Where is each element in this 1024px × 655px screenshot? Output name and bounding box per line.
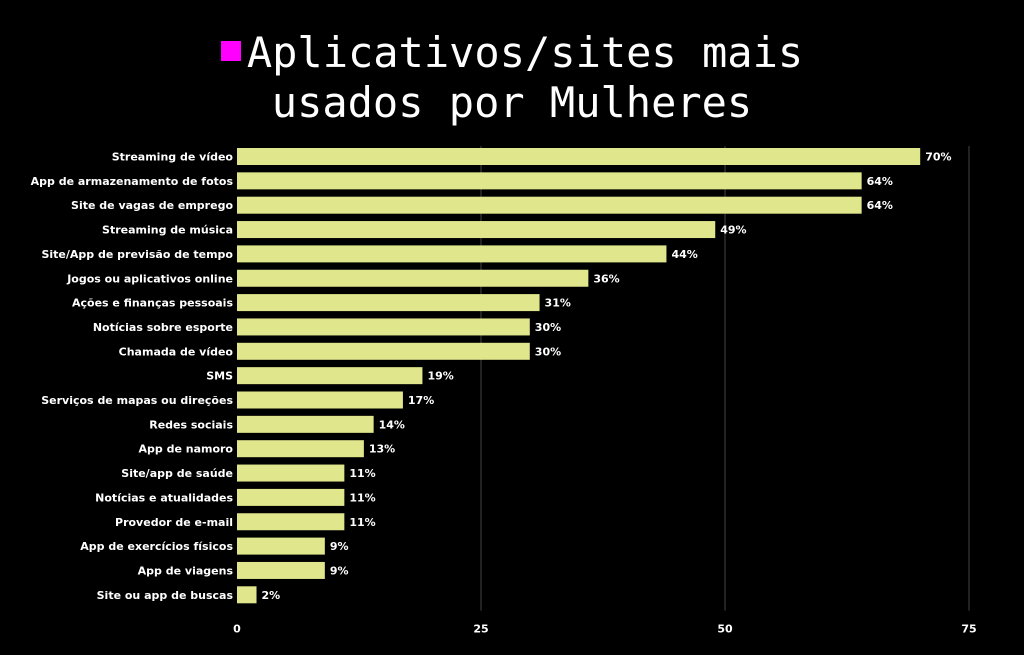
- bar: [237, 513, 345, 531]
- category-label: Streaming de música: [102, 224, 233, 237]
- category-label: Site/app de saúde: [121, 467, 233, 480]
- category-label: Streaming de vídeo: [112, 151, 234, 164]
- value-label: 64%: [867, 199, 893, 212]
- category-label: App de armazenamento de fotos: [31, 175, 234, 188]
- value-label: 17%: [408, 394, 434, 407]
- value-label: 19%: [427, 370, 453, 383]
- category-label: App de exercícios físicos: [80, 540, 233, 553]
- category-label: Ações e finanças pessoais: [72, 297, 233, 310]
- bar: [237, 440, 364, 458]
- value-label: 13%: [369, 443, 395, 456]
- category-label: Site ou app de buscas: [97, 589, 234, 602]
- x-tick-label: 50: [717, 623, 733, 636]
- bar: [237, 221, 716, 239]
- value-label: 9%: [330, 564, 349, 577]
- value-label: 64%: [867, 175, 893, 188]
- value-label: 49%: [720, 224, 746, 237]
- value-label: 9%: [330, 540, 349, 553]
- title-line-1: Aplicativos/sites mais: [246, 28, 804, 77]
- x-tick-label: 0: [233, 623, 241, 636]
- category-label: Chamada de vídeo: [119, 345, 234, 358]
- x-tick-label: 25: [473, 623, 488, 636]
- category-label: Provedor de e-mail: [115, 516, 233, 529]
- bar: [237, 586, 257, 604]
- bar: [237, 537, 325, 555]
- bar: [237, 342, 530, 360]
- bar: [237, 196, 862, 214]
- value-label: 30%: [535, 321, 561, 334]
- bar: [237, 269, 589, 287]
- category-label: Redes sociais: [149, 418, 233, 431]
- category-label: Notícias sobre esporte: [93, 321, 233, 334]
- value-label: 36%: [593, 272, 619, 285]
- category-label: App de viagens: [138, 564, 234, 577]
- bar: [237, 415, 374, 433]
- value-label: 31%: [545, 297, 571, 310]
- title-marker-icon: [220, 41, 241, 61]
- value-label: 44%: [671, 248, 697, 261]
- chart-title: Aplicativos/sites mais usados por Mulher…: [0, 28, 1024, 128]
- bar: [237, 148, 921, 165]
- value-label: 70%: [925, 151, 951, 164]
- bar: [237, 561, 325, 579]
- category-label: Site/App de previsão de tempo: [41, 248, 233, 261]
- value-label: 30%: [535, 345, 561, 358]
- bar: [237, 245, 667, 263]
- category-label: Notícias e atualidades: [95, 491, 233, 504]
- bar: [237, 488, 345, 506]
- bar: [237, 294, 540, 312]
- x-tick-label: 75: [961, 623, 976, 636]
- value-label: 11%: [349, 491, 375, 504]
- value-label: 14%: [379, 418, 405, 431]
- bar: [237, 318, 530, 336]
- bar: [237, 464, 345, 482]
- value-label: 11%: [349, 516, 375, 529]
- bar: [237, 391, 403, 409]
- title-line-2: usados por Mulheres: [271, 78, 753, 127]
- bar: [237, 172, 862, 190]
- category-label: Site de vagas de emprego: [71, 199, 233, 212]
- value-label: 2%: [262, 589, 281, 602]
- category-label: App de namoro: [138, 443, 233, 456]
- category-label: Serviços de mapas ou direções: [41, 394, 233, 407]
- category-label: SMS: [206, 370, 233, 383]
- bar: [237, 367, 423, 385]
- category-label: Jogos ou aplicativos online: [66, 272, 233, 285]
- value-label: 11%: [349, 467, 375, 480]
